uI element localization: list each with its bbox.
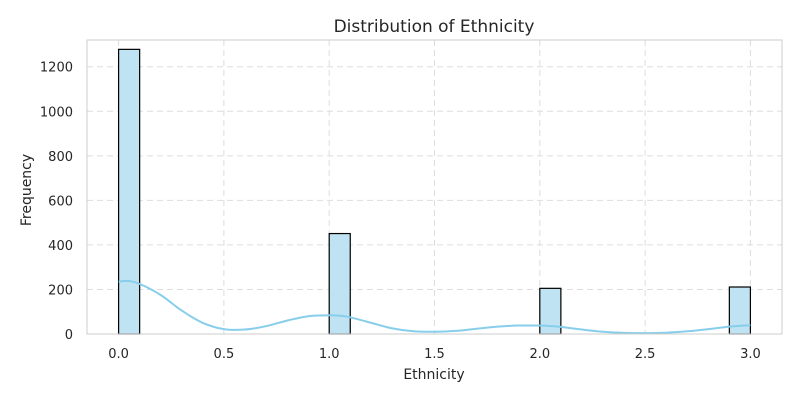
y-tick-label: 1200	[40, 61, 73, 76]
x-tick-label: 2.0	[529, 347, 550, 362]
y-tick-label: 600	[48, 194, 73, 209]
plot-frame	[86, 39, 783, 335]
y-tick-label: 0	[65, 328, 73, 343]
x-axis-label: Ethnicity	[403, 367, 464, 383]
grid	[87, 40, 782, 335]
x-tick-label: 1.0	[319, 347, 340, 362]
kde-line	[118, 279, 751, 335]
histogram-bar	[328, 232, 351, 335]
y-tick-label: 800	[48, 150, 73, 165]
histogram-bar	[117, 48, 141, 335]
y-tick-label: 200	[48, 283, 73, 298]
x-tick-label: 1.5	[424, 347, 445, 362]
chart-title: Distribution of Ethnicity	[334, 17, 535, 37]
x-tick-label: 2.5	[635, 347, 656, 362]
x-tick-labels: 0.0 0.5 1.0 1.5 2.0 2.5 3.0	[108, 347, 761, 362]
y-tick-label: 400	[48, 239, 73, 254]
y-tick-labels: 0 200 400 600 800 1000 1200	[40, 61, 73, 343]
x-tick-label: 3.0	[740, 347, 761, 362]
x-tick-label: 0.5	[214, 347, 235, 362]
bars	[117, 48, 752, 335]
y-tick-label: 1000	[40, 105, 73, 120]
x-tick-label: 0.0	[108, 347, 129, 362]
y-axis-label: Frequency	[19, 154, 35, 226]
